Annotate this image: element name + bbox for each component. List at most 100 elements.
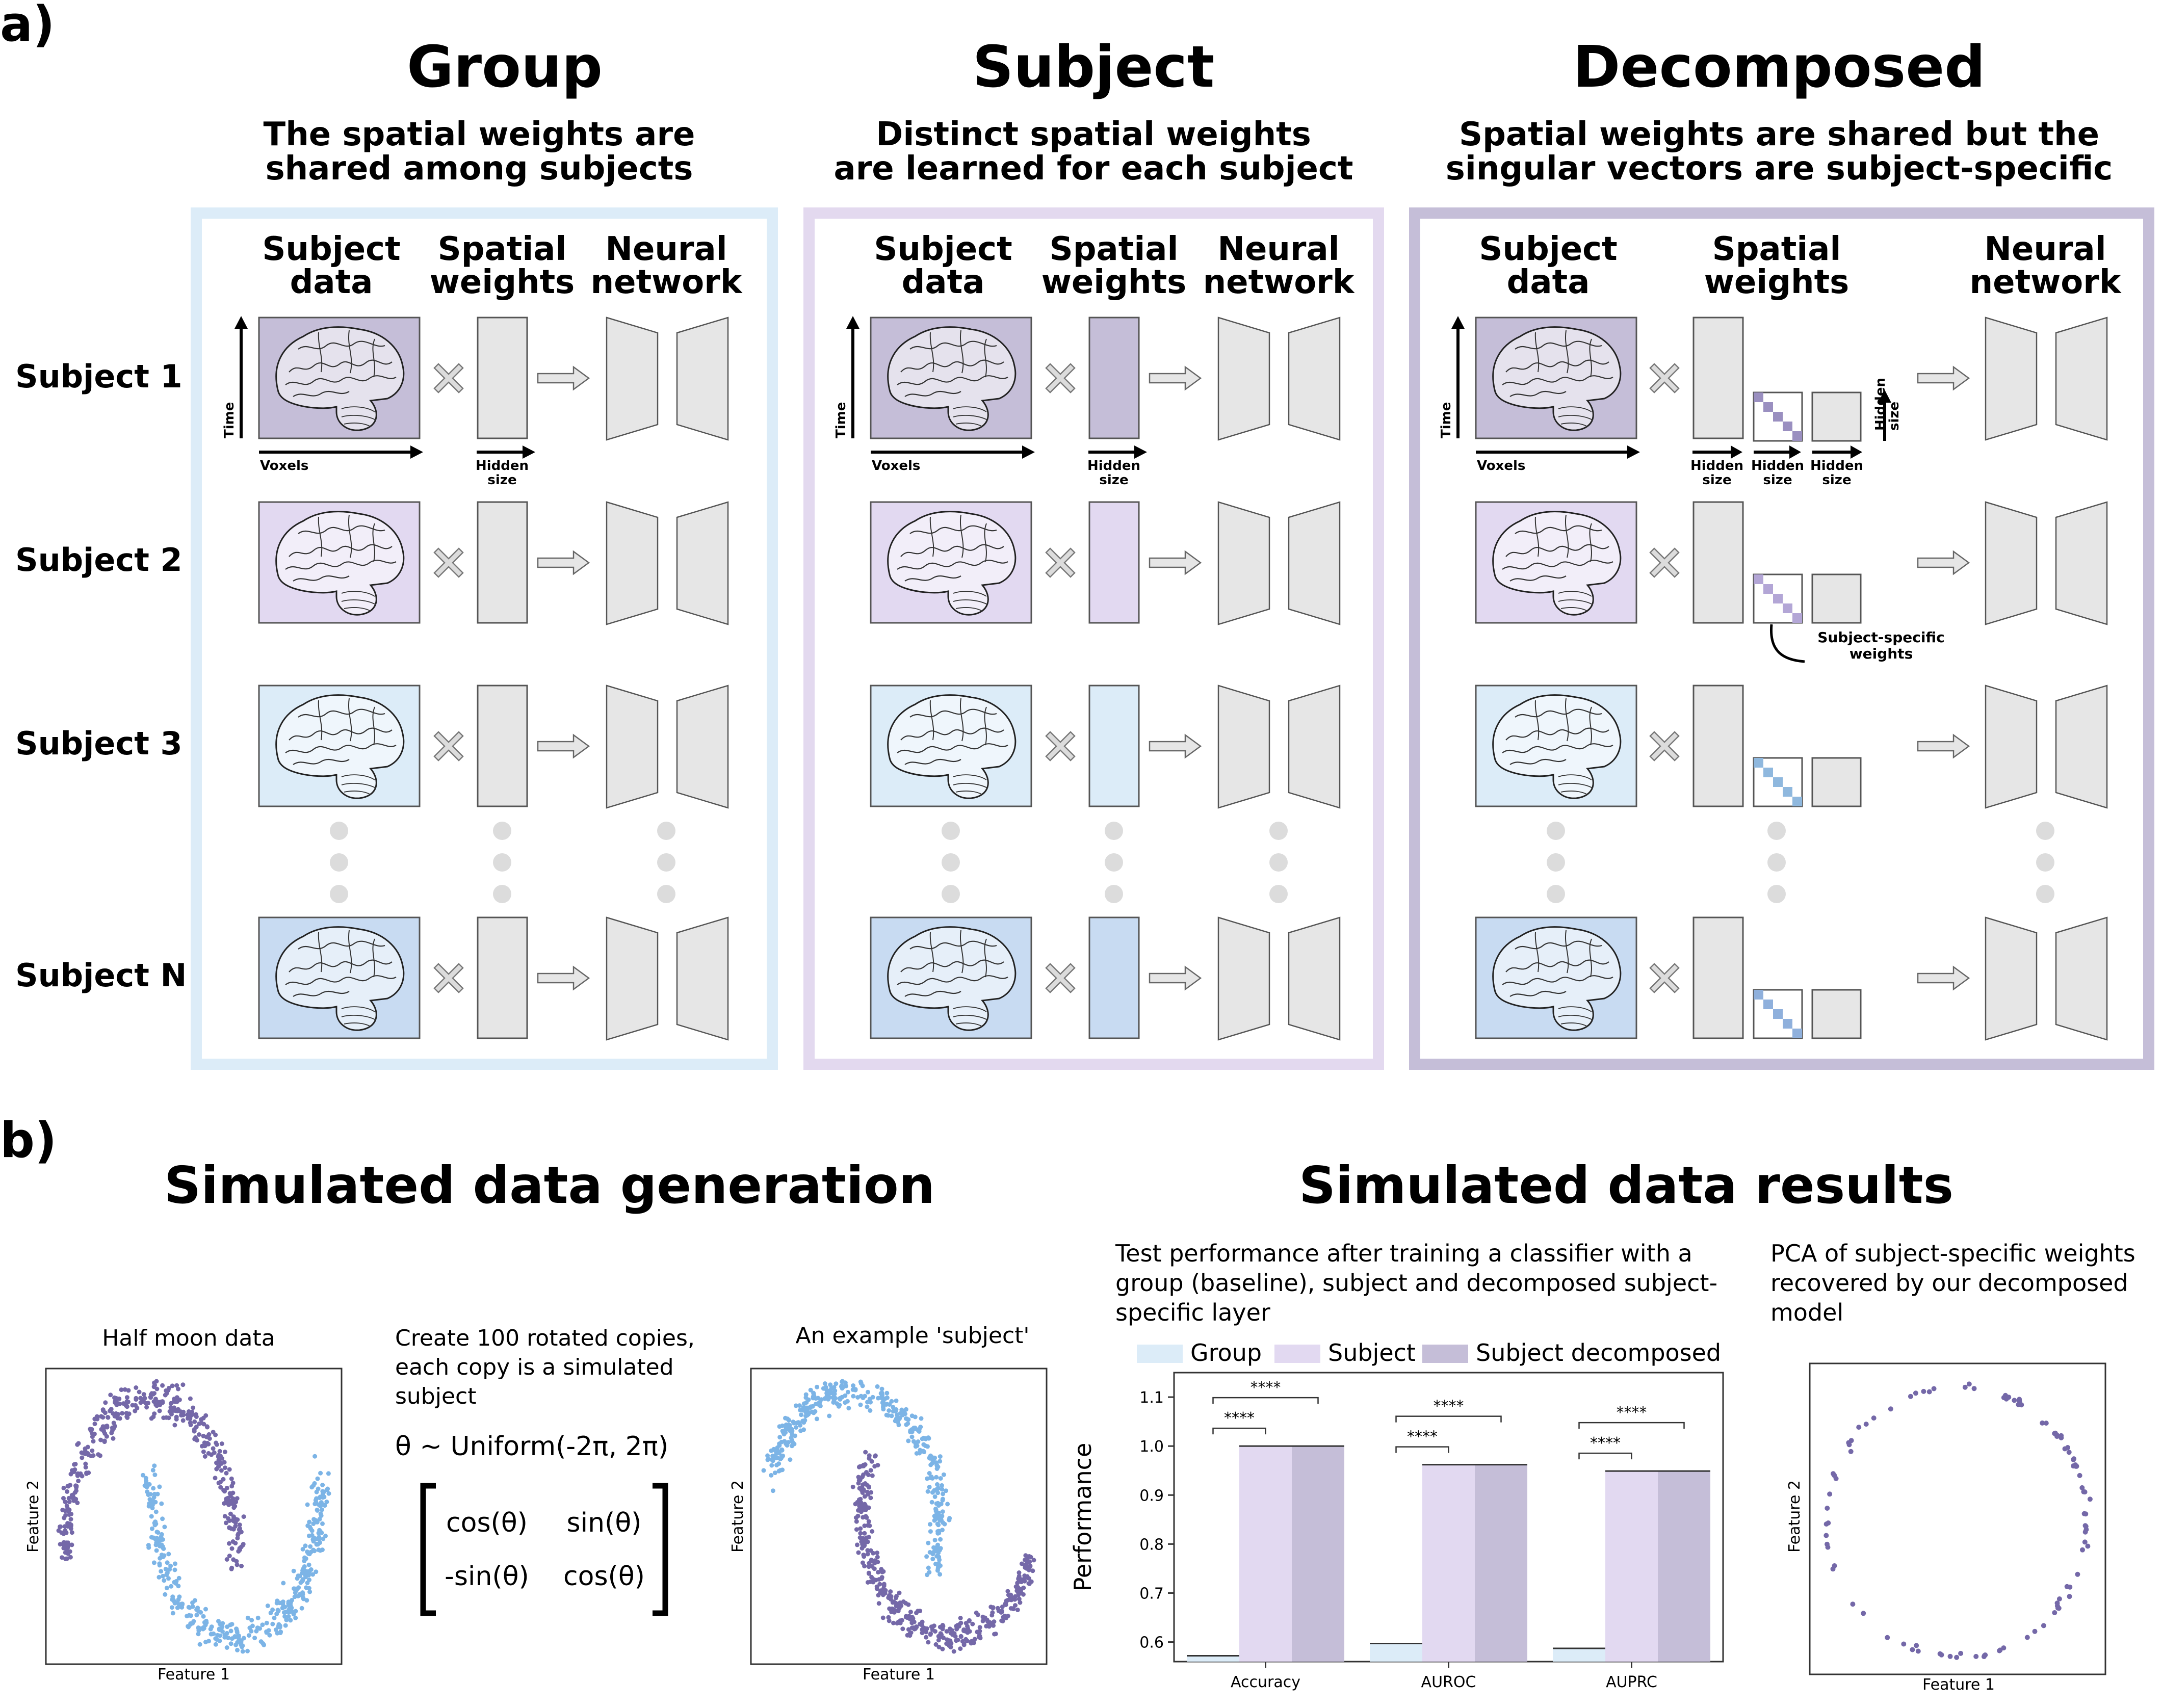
example-ylabel: Feature 2 bbox=[729, 1480, 747, 1553]
scatter-point bbox=[826, 1397, 831, 1402]
scatter-point bbox=[167, 1409, 172, 1414]
subject-panel: Subject Distinct spatial weights are lea… bbox=[803, 34, 1384, 1070]
scatter-point bbox=[283, 1623, 288, 1628]
scatter-point bbox=[291, 1568, 296, 1573]
scatter-point bbox=[318, 1494, 323, 1500]
scatter-point bbox=[103, 1400, 108, 1405]
multiply-icon bbox=[433, 547, 464, 578]
scatter-point bbox=[991, 1606, 996, 1611]
scatter-point bbox=[991, 1623, 996, 1628]
neural-network-icon bbox=[1217, 501, 1341, 625]
y-tick-label: 1.0 bbox=[1139, 1438, 1164, 1456]
pca-point bbox=[1825, 1506, 1830, 1511]
scatter-point bbox=[85, 1444, 90, 1450]
scatter-point bbox=[165, 1560, 170, 1565]
scatter-point bbox=[122, 1387, 127, 1392]
scatter-point bbox=[862, 1523, 867, 1528]
decomposed-title: Decomposed bbox=[1573, 34, 1986, 100]
neural-network-icon bbox=[606, 685, 729, 809]
scatter-point bbox=[879, 1575, 884, 1580]
scatter-point bbox=[217, 1449, 222, 1454]
scatter-point bbox=[933, 1514, 939, 1519]
scatter-point bbox=[1023, 1553, 1028, 1558]
significance-label: **** bbox=[1407, 1428, 1438, 1446]
bar-subject-decomposed-auroc bbox=[1475, 1464, 1527, 1662]
scatter-point bbox=[938, 1476, 943, 1481]
pca-point bbox=[1966, 1381, 1972, 1387]
scatter-point bbox=[227, 1554, 232, 1559]
multiply-icon bbox=[1649, 363, 1680, 393]
scatter-point bbox=[850, 1387, 855, 1392]
neural-network-icon bbox=[1985, 317, 2108, 441]
pca-point bbox=[1888, 1406, 1893, 1412]
legend-label: Group bbox=[1190, 1339, 1262, 1367]
bar-subject-auroc bbox=[1422, 1464, 1475, 1662]
scatter-point bbox=[783, 1430, 788, 1435]
scatter-point bbox=[160, 1383, 165, 1388]
arrow-right-icon bbox=[1149, 366, 1202, 390]
scatter-point bbox=[63, 1556, 68, 1561]
scatter-point bbox=[83, 1465, 88, 1470]
scatter-point bbox=[222, 1501, 227, 1506]
scatter-point bbox=[228, 1511, 233, 1516]
scatter-point bbox=[174, 1383, 179, 1388]
scatter-point bbox=[862, 1494, 867, 1499]
scatter-point bbox=[224, 1470, 229, 1476]
chart-legend: Group Subject Subject decomposed bbox=[1137, 1339, 1721, 1367]
scatter-point bbox=[84, 1470, 89, 1476]
scatter-point bbox=[154, 1548, 159, 1553]
subject-voxels-label: Voxels bbox=[872, 458, 920, 474]
scatter-point bbox=[784, 1422, 789, 1427]
scatter-point bbox=[872, 1558, 877, 1563]
row-label-subject-2: Subject 2 bbox=[15, 541, 183, 579]
row-labels: Subject 1 Subject 2 Subject 3 Subject N bbox=[15, 358, 187, 994]
scatter-point bbox=[930, 1557, 935, 1562]
scatter-point bbox=[888, 1589, 893, 1594]
scatter-point bbox=[985, 1619, 991, 1624]
scatter-point bbox=[312, 1536, 317, 1541]
legend-swatch bbox=[1137, 1345, 1183, 1363]
scatter-point bbox=[315, 1476, 320, 1481]
neural-network-icon bbox=[1217, 685, 1341, 809]
decomposed-vertical-hidden-1: Hidden bbox=[1873, 378, 1888, 431]
scatter-point bbox=[826, 1391, 831, 1396]
scatter-point bbox=[227, 1518, 232, 1523]
pca-point bbox=[1827, 1491, 1833, 1497]
scatter-point bbox=[895, 1621, 900, 1626]
subject-header-data-2: data bbox=[902, 264, 985, 301]
scatter-point bbox=[918, 1621, 922, 1626]
y-axis-label: Performance bbox=[1069, 1443, 1097, 1592]
scatter-point bbox=[769, 1473, 774, 1478]
scatter-point bbox=[282, 1614, 288, 1619]
bar-subject-auprc bbox=[1605, 1471, 1658, 1662]
scatter-point bbox=[1017, 1570, 1022, 1575]
scatter-point bbox=[112, 1395, 117, 1400]
pca-point bbox=[2019, 1402, 2024, 1408]
scatter-point bbox=[918, 1609, 923, 1614]
pca-point bbox=[1861, 1611, 1866, 1616]
multiply-icon bbox=[1045, 363, 1076, 393]
scatter-point bbox=[223, 1634, 228, 1639]
neural-network-icon bbox=[1985, 501, 2108, 625]
matrix-right-bracket bbox=[653, 1483, 668, 1616]
scatter-point bbox=[828, 1382, 833, 1387]
scatter-point bbox=[213, 1476, 218, 1481]
scatter-point bbox=[146, 1492, 151, 1497]
scatter-point bbox=[876, 1601, 881, 1606]
neural-network-icon bbox=[606, 317, 729, 441]
scatter-point bbox=[895, 1412, 900, 1417]
scatter-point bbox=[102, 1410, 108, 1415]
scatter-point bbox=[300, 1577, 305, 1582]
scatter-point bbox=[207, 1436, 212, 1441]
scatter-point bbox=[884, 1390, 890, 1396]
half-moon-title: Half moon data bbox=[102, 1325, 275, 1351]
rotation-formula: θ ~ Uniform(-2π, 2π) bbox=[395, 1431, 668, 1462]
scatter-point bbox=[779, 1448, 785, 1453]
scatter-point bbox=[1017, 1596, 1022, 1601]
scatter-point bbox=[793, 1433, 797, 1438]
scatter-point bbox=[927, 1550, 932, 1555]
scatter-point bbox=[777, 1435, 783, 1440]
scatter-point bbox=[865, 1489, 870, 1494]
scatter-point bbox=[924, 1635, 929, 1640]
pca-point bbox=[2066, 1450, 2072, 1455]
